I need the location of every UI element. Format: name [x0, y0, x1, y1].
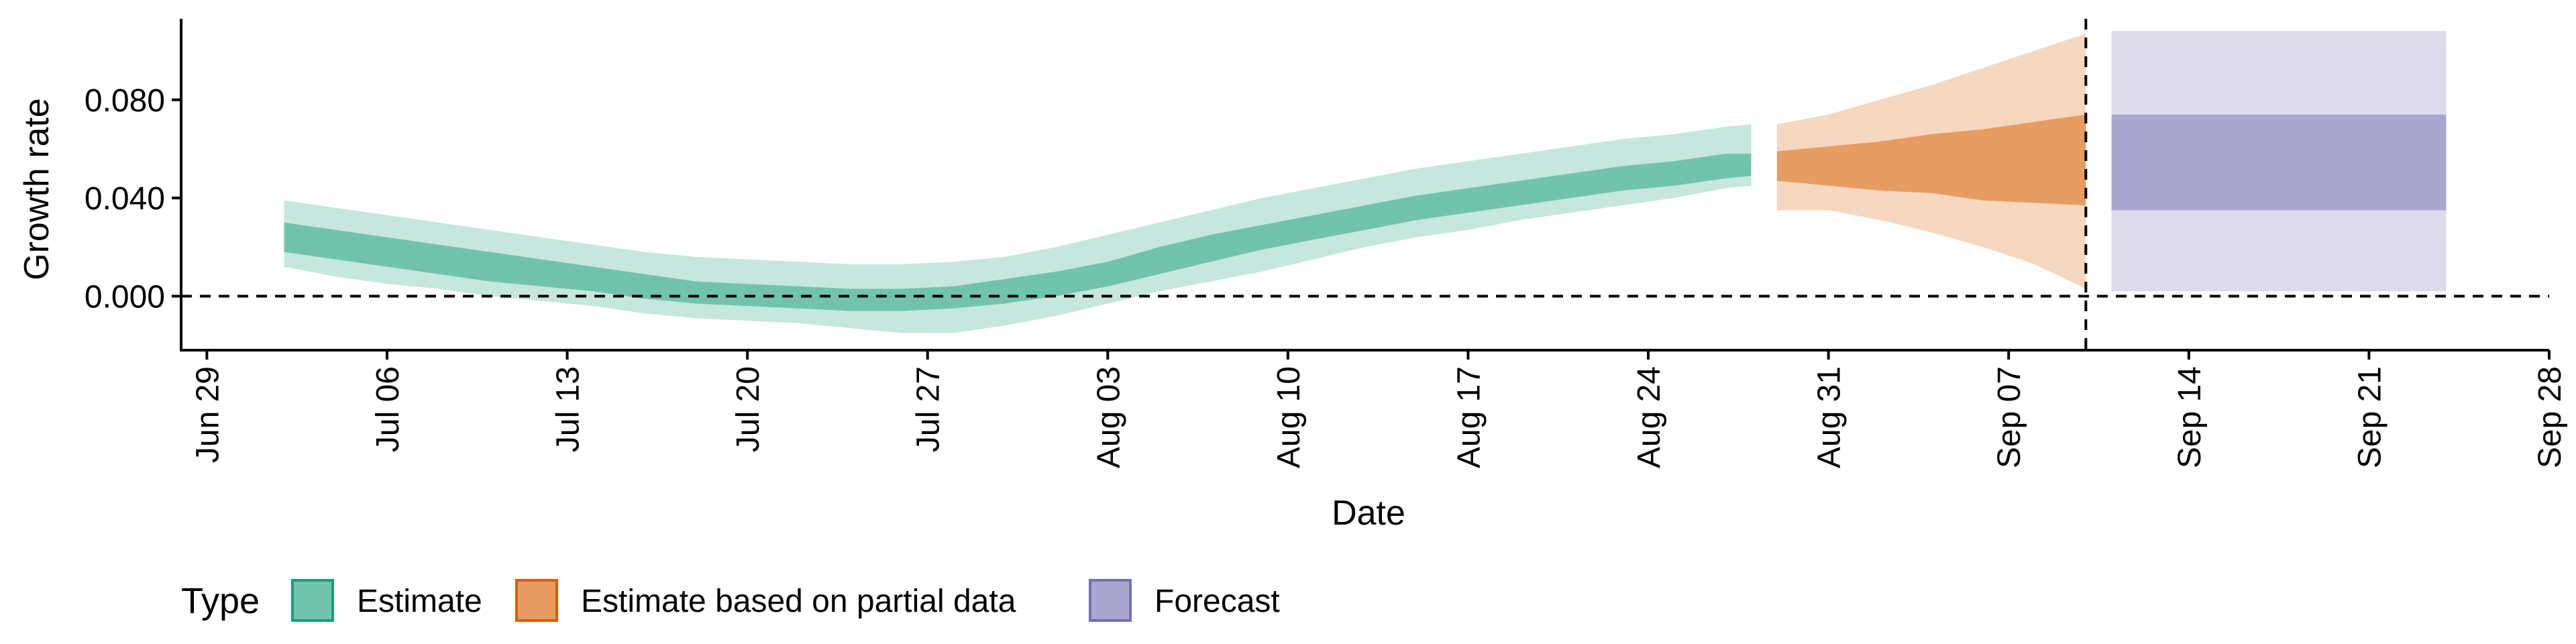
x-tick-label: Sep 28 [2532, 366, 2568, 468]
y-tick-label: 0.040 [85, 181, 165, 217]
x-tick-label: Jul 20 [731, 366, 766, 452]
x-tick-label: Aug 17 [1452, 366, 1487, 468]
x-tick-label: Sep 14 [2172, 366, 2208, 468]
legend-key [515, 579, 558, 622]
estimate-based-on-partial-data-band-50 [1776, 114, 2086, 206]
x-tick-label: Aug 10 [1271, 366, 1307, 468]
legend-label: Forecast [1155, 584, 1280, 619]
y-axis-ticks: 0.000 0.040 0.080 [85, 83, 181, 315]
legend-label: Estimate based on partial data [581, 584, 1016, 619]
x-tick-label: Jul 27 [911, 366, 947, 452]
x-tick-label: Sep 21 [2352, 366, 2387, 468]
x-axis-title: Date [1332, 494, 1405, 533]
series-bands [284, 31, 2447, 333]
x-tick-label: Jul 13 [551, 366, 586, 452]
x-tick-label: Sep 07 [1992, 366, 2027, 468]
x-tick-label: Aug 03 [1091, 366, 1126, 468]
legend-title: Type [181, 581, 260, 621]
legend-key [291, 579, 334, 622]
forecast-band-50 [2111, 114, 2447, 211]
x-tick-label: Jul 06 [370, 366, 406, 452]
y-tick-label: 0.080 [85, 83, 165, 119]
x-tick-label: Aug 24 [1631, 366, 1667, 468]
estimate-band-50 [284, 154, 1752, 311]
legend-label: Estimate [357, 584, 482, 619]
x-tick-label: Aug 31 [1812, 366, 1847, 468]
x-tick-label: Jun 29 [190, 366, 225, 463]
legend: Type Estimate Estimate based on partial da… [181, 579, 1280, 622]
x-axis-ticks: Jun 29 Jul 06 Jul 13 Jul 20 Jul 27 Aug 03 Aug … [190, 350, 2568, 468]
legend-key [1089, 579, 1132, 622]
y-tick-label: 0.000 [85, 279, 165, 315]
reference-lines [181, 19, 2549, 350]
y-axis-title: Growth rate [17, 98, 56, 280]
